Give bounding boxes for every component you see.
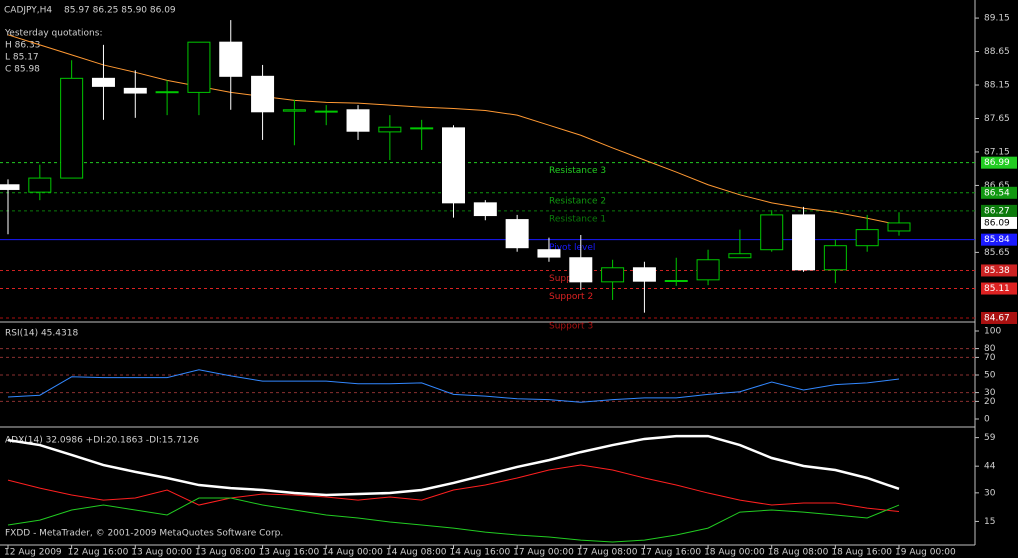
x-tick-label: 13 Aug 00:00 [131, 548, 192, 558]
candle-body [569, 257, 593, 283]
candle-body [155, 91, 179, 94]
level-price-box [981, 156, 1017, 169]
level-price-box [981, 311, 1017, 324]
candle-body [28, 177, 52, 193]
candle-body [282, 109, 306, 112]
x-tick-label: 12 Aug 2009 [4, 548, 62, 558]
level-label: Resistance 1 [549, 214, 606, 224]
candle-body [346, 109, 370, 132]
y-tick-label: 20 [984, 397, 996, 407]
indicator-line [7, 464, 900, 513]
y-tick-label: 88.65 [984, 47, 1010, 57]
x-tick-label: 12 Aug 16:00 [68, 548, 129, 558]
moving-average [7, 34, 900, 226]
candle-body [696, 259, 720, 281]
candle-body [60, 77, 84, 179]
y-tick-label: 85.65 [984, 248, 1010, 258]
y-tick-label: 30 [984, 488, 996, 498]
candle-body [410, 127, 434, 130]
level-label: Support 2 [549, 292, 593, 302]
y-tick-label: 50 [984, 371, 996, 381]
level-price-box [981, 233, 1017, 246]
level-price: 85.38 [984, 266, 1010, 276]
candle-body [378, 126, 402, 133]
y-tick-label: 100 [984, 327, 1001, 337]
x-tick-label: 14 Aug 16:00 [450, 548, 511, 558]
candle-body [855, 229, 879, 247]
annotation: H 86.33 [5, 41, 40, 51]
candle-body [664, 280, 688, 283]
chart-title: CADJPY,H4 [4, 6, 52, 16]
level-price-box [981, 186, 1017, 199]
y-tick-label: 86.65 [984, 181, 1010, 191]
annotation: C 85.98 [5, 65, 40, 75]
x-tick-label: 17 Aug 08:00 [577, 548, 638, 558]
candle-body [505, 219, 529, 249]
ohlc-readout: 85.97 86.25 85.90 86.09 [64, 6, 176, 16]
candle-body [473, 202, 497, 217]
candle-body [792, 214, 816, 271]
x-tick-label: 14 Aug 08:00 [386, 548, 447, 558]
x-tick-label: 19 Aug 00:00 [895, 548, 956, 558]
y-tick-label: 0 [984, 415, 990, 425]
panel-title: RSI(14) 45.4318 [5, 329, 78, 339]
candle-body [601, 267, 625, 283]
level-price-box [981, 204, 1017, 217]
y-tick-label: 15 [984, 517, 995, 527]
candle-body [887, 222, 911, 232]
candle-body [123, 87, 147, 94]
y-tick-label: 87.15 [984, 147, 1010, 157]
x-tick-label: 14 Aug 00:00 [322, 548, 383, 558]
footer: FXDD - MetaTrader, © 2001-2009 MetaQuote… [5, 529, 283, 539]
y-tick-label: 87.65 [984, 114, 1010, 124]
x-tick-label: 13 Aug 08:00 [195, 548, 256, 558]
candle-body [823, 245, 847, 271]
indicator-line [7, 497, 900, 543]
level-label: Resistance 3 [549, 166, 606, 176]
y-tick-label: 80 [984, 344, 996, 354]
level-label: Pivot level [549, 243, 595, 253]
candle-body [251, 75, 275, 113]
candle-body [442, 127, 465, 204]
indicator-line [7, 369, 900, 403]
price-box [981, 216, 1017, 229]
level-price-box [981, 264, 1017, 277]
level-price: 86.54 [984, 188, 1010, 198]
y-tick-label: 89.15 [984, 14, 1010, 24]
x-tick-label: 17 Aug 00:00 [513, 548, 574, 558]
y-tick-label: 44 [984, 462, 996, 472]
y-tick-label: 88.15 [984, 81, 1010, 91]
candle-body [760, 214, 784, 251]
y-tick-label: 59 [984, 433, 996, 443]
candle-body [187, 41, 211, 93]
candle-body [537, 249, 561, 258]
indicator-line [7, 434, 900, 497]
x-tick-label: 17 Aug 16:00 [640, 548, 701, 558]
candle-body [632, 267, 656, 282]
current-price: 86.09 [984, 218, 1010, 228]
level-price-box [981, 282, 1017, 295]
x-tick-label: 18 Aug 08:00 [768, 548, 829, 558]
y-tick-label: 30 [984, 388, 996, 398]
level-price: 85.84 [984, 235, 1010, 245]
y-tick-label: 70 [984, 353, 996, 363]
x-tick-label: 13 Aug 16:00 [259, 548, 320, 558]
x-tick-label: 18 Aug 16:00 [831, 548, 892, 558]
candle-body [219, 41, 243, 77]
candle-body [0, 184, 20, 190]
level-label: Resistance 2 [549, 196, 606, 206]
level-label: Support 3 [549, 321, 593, 331]
candle-body [728, 253, 752, 259]
x-tick-label: 18 Aug 00:00 [704, 548, 765, 558]
level-price: 85.11 [984, 284, 1010, 294]
level-price: 86.27 [984, 206, 1010, 216]
level-price: 86.99 [984, 158, 1010, 168]
panel-title: ADX(14) 32.0986 +DI:20.1863 -DI:15.7126 [5, 436, 199, 446]
level-price: 84.67 [984, 313, 1010, 323]
candle-body [314, 110, 338, 113]
annotation: Yesterday quotations: [4, 29, 102, 39]
candle-body [91, 77, 115, 87]
annotation: L 85.17 [5, 53, 39, 63]
